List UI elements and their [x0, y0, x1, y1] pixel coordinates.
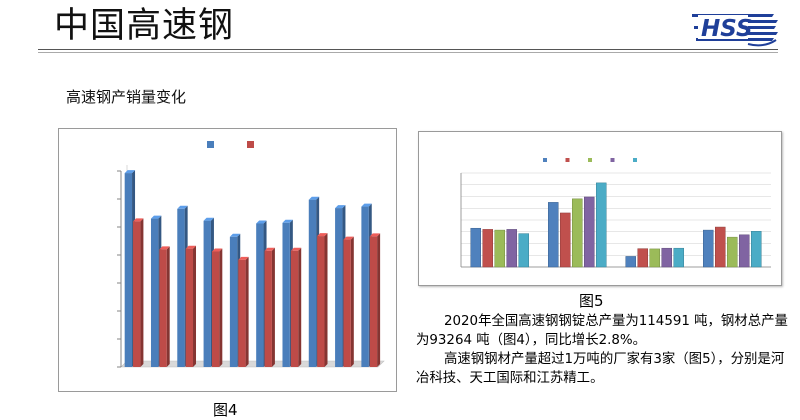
chart4-bar-top	[335, 205, 346, 209]
chart4-bar-钢材	[159, 249, 167, 367]
chart4-bar-top	[361, 203, 372, 207]
chart4-bar-top	[124, 170, 136, 174]
title-divider	[38, 49, 778, 50]
chart4-bar-top	[343, 236, 354, 240]
page-title: 中国高速钢	[54, 6, 235, 46]
chart-production-trend-svg	[117, 141, 385, 368]
chart4-bar-钢锭	[256, 223, 264, 367]
chart4-bar-top	[282, 219, 293, 223]
chart4-bar-top	[133, 218, 144, 222]
chart4-bar-钢锭	[335, 208, 343, 367]
chart5-bar-2020	[673, 247, 684, 268]
chart5-bar-2016	[470, 227, 481, 268]
chart5-legend-swatch	[633, 158, 637, 162]
chart4-bar-top	[150, 215, 162, 219]
chart5-bar-2017	[637, 248, 648, 268]
chart4-bar-钢锭	[124, 173, 133, 367]
chart5-bar-2018	[494, 229, 505, 268]
chart5-legend-swatch	[565, 158, 570, 162]
chart4-bar-side	[377, 233, 381, 367]
chart4-bar-钢锭	[229, 236, 238, 367]
chart5-bar-2020	[751, 231, 762, 268]
chart4-bar-钢锭	[150, 218, 159, 367]
chart5-bar-2017	[482, 229, 493, 268]
paragraph-producers-summary: 高速钢钢材产量超过1万吨的厂家有3家（图5），分别是河冶科技、天工国际和江苏精工…	[416, 352, 785, 386]
chart5-bar-2019	[661, 247, 672, 268]
chart5-bar-2016	[548, 202, 559, 268]
chart4-bar-钢锭	[177, 208, 185, 367]
chart5-bar-2020	[596, 182, 607, 268]
chart5-bar-2019	[584, 196, 595, 268]
chart4-bar-top	[369, 233, 381, 237]
chart4-bar-side	[245, 256, 249, 367]
hss-logo: HSS	[692, 14, 778, 47]
chart4-bar-side	[140, 218, 144, 367]
chart4-bar-top	[290, 247, 302, 251]
figure5-caption: 图5	[579, 292, 604, 310]
chart4-bar-钢材	[369, 236, 378, 367]
chart4-bar-top	[308, 196, 320, 200]
chart5-bar-2017	[715, 226, 726, 268]
chart-producers-svg	[460, 158, 771, 268]
chart4-bar-top	[238, 256, 249, 260]
section-title: 高速钢产销量变化	[66, 88, 187, 106]
logo-text: HSS	[701, 16, 753, 42]
chart5-bar-2016	[703, 229, 714, 268]
chart5-bar-2018	[727, 236, 738, 268]
chart4-bar-side	[298, 247, 302, 367]
chart4-bar-钢锭	[361, 206, 369, 367]
chart4-bar-钢材	[264, 250, 272, 367]
chart4-bar-top	[229, 233, 241, 237]
chart4-bar-钢锭	[203, 220, 211, 367]
chart4-bar-钢材	[211, 251, 220, 367]
chart4-legend-swatch	[247, 141, 254, 148]
chart4-bar-top	[211, 248, 223, 252]
chart4-bar-钢材	[133, 221, 141, 367]
chart4-bar-钢材	[290, 250, 299, 367]
chart4-bar-top	[317, 233, 328, 237]
chart4-bar-钢材	[185, 248, 194, 367]
chart5-bar-2020	[518, 233, 529, 268]
chart4-bar-side	[166, 246, 170, 367]
chart5-legend-swatch	[543, 158, 547, 162]
chart4-bar-top	[185, 245, 197, 249]
figure4-caption: 图4	[213, 401, 238, 419]
chart5-bar-2016	[625, 256, 636, 268]
chart4-bar-side	[271, 247, 275, 367]
chart4-bar-top	[264, 247, 275, 251]
chart4-bar-钢锭	[308, 199, 317, 367]
chart5-bar-2019	[739, 234, 750, 268]
chart5-bar-2018	[649, 248, 660, 268]
title-divider-secondary	[38, 52, 778, 53]
chart4-bar-top	[177, 205, 188, 209]
chart5-bar-2019	[506, 229, 517, 268]
chart4-bar-side	[219, 248, 223, 367]
chart4-bar-钢材	[317, 236, 325, 367]
chart-production-trend	[58, 128, 397, 392]
chart5-legend-swatch	[588, 158, 592, 162]
chart4-legend-swatch	[207, 141, 214, 148]
chart4-bar-top	[203, 217, 214, 221]
chart5-bar-2017	[560, 212, 571, 268]
chart4-bar-钢锭	[282, 222, 290, 367]
chart4-bar-side	[350, 236, 354, 367]
chart4-bar-side	[324, 233, 328, 367]
chart4-bar-top	[256, 220, 267, 224]
chart-producers	[418, 131, 782, 286]
chart5-bar-2018	[572, 198, 583, 268]
chart4-bar-钢材	[343, 239, 351, 367]
chart4-bar-top	[159, 246, 170, 250]
chart4-bar-钢材	[238, 259, 246, 367]
paragraph-production-summary: 2020年全国高速钢钢锭总产量为114591 吨，钢材总产量为93264 吨（图…	[416, 314, 788, 348]
chart5-legend-swatch	[610, 158, 615, 162]
chart4-bar-side	[193, 245, 197, 367]
